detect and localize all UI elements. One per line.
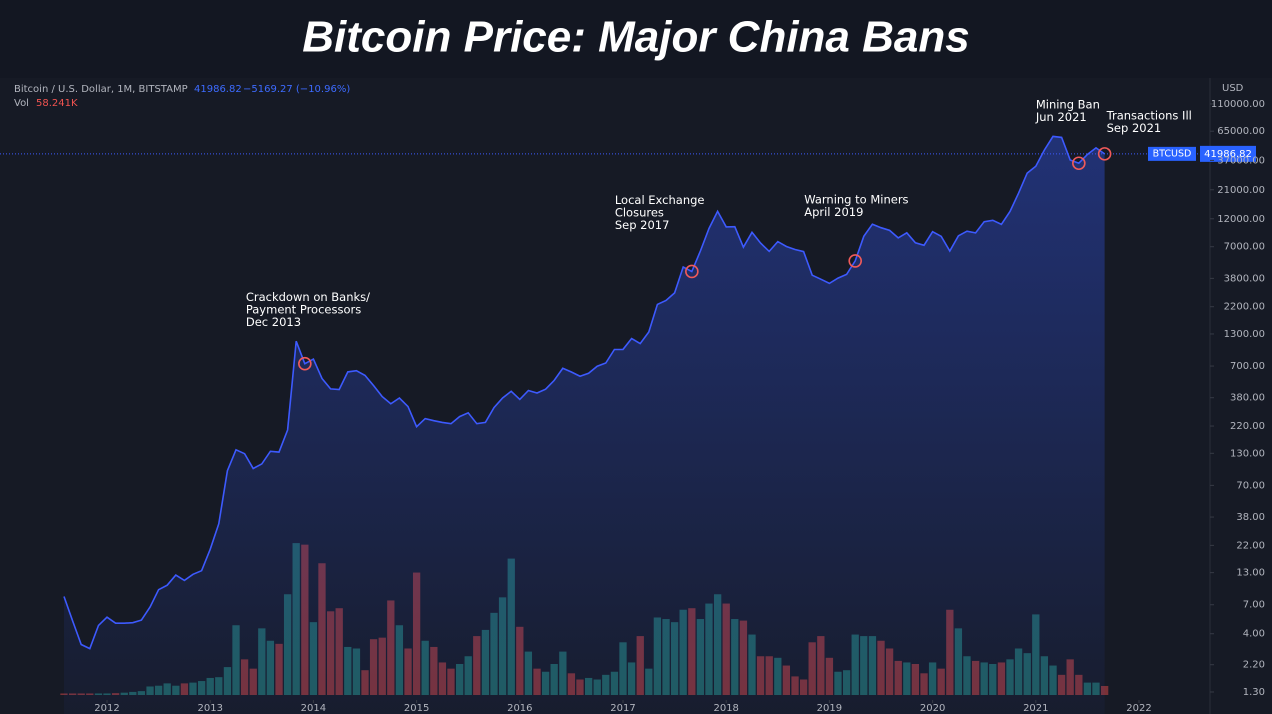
y-tick-label: 65000.00 — [1217, 126, 1265, 137]
x-tick-label: 2013 — [197, 703, 222, 714]
y-tick-label: 380.00 — [1230, 393, 1265, 404]
price-tag-value: 41986.82 — [1204, 149, 1252, 160]
annotation-text: Dec 2013 — [246, 315, 301, 329]
y-tick-label: 12000.00 — [1217, 214, 1265, 225]
price-line — [63, 135, 1106, 650]
price-area — [63, 136, 1105, 714]
price-tag-value-bg — [1200, 145, 1256, 162]
y-tick-label: 38.00 — [1236, 512, 1265, 523]
y-tick-label: 3800.00 — [1224, 273, 1265, 284]
y-tick-label: 37000.00 — [1217, 155, 1265, 166]
x-tick-label: 2017 — [610, 703, 635, 714]
y-tick-label: 1.30 — [1243, 687, 1265, 698]
annotation-text: April 2019 — [804, 205, 863, 219]
event-marker — [685, 264, 699, 279]
price-change: −5169.27 (−10.96%) — [243, 84, 350, 95]
annotation-text: Closures — [615, 205, 664, 219]
y-tick-label: 2.20 — [1243, 660, 1265, 671]
event-marker — [298, 356, 312, 371]
x-tick-label: 2015 — [404, 703, 429, 714]
x-tick-label: 2016 — [507, 703, 532, 714]
y-tick-label: 220.00 — [1230, 421, 1265, 432]
event-marker — [1097, 147, 1112, 161]
chart-title: Bitcoin Price: Major China Bans — [302, 13, 969, 62]
y-tick-label: 7000.00 — [1224, 242, 1265, 253]
y-tick-label: 21000.00 — [1217, 185, 1265, 196]
annotation-text: Payment Processors — [246, 303, 361, 317]
annotation-text: Jun 2021 — [1035, 110, 1087, 124]
event-marker — [1072, 156, 1086, 171]
last-price: 41986.82 — [194, 84, 242, 95]
y-tick-label: 1300.00 — [1224, 329, 1265, 340]
x-tick-label: 2019 — [817, 703, 842, 714]
y-tick-label: 2200.00 — [1224, 302, 1265, 313]
x-tick-label: 2022 — [1126, 703, 1151, 714]
price-layer: BTCUSD 41986.82 Crackdown on Banks/Payment… — [0, 98, 1256, 714]
y-tick-label: 4.00 — [1243, 629, 1265, 640]
x-tick-label: 2021 — [1023, 703, 1048, 714]
vol-value: 58.241K — [36, 98, 78, 109]
x-tick-label: 2014 — [301, 703, 326, 714]
x-tick-label: 2020 — [920, 703, 945, 714]
x-tick-label: 2018 — [713, 703, 738, 714]
x-tick-label: 2012 — [94, 703, 119, 714]
vol-name: Vol — [14, 98, 29, 109]
symbol-info: Bitcoin / U.S. Dollar, 1M, BITSTAMP — [14, 84, 188, 95]
currency: USD — [1222, 83, 1244, 94]
y-tick-label: 7.00 — [1243, 600, 1265, 611]
price-tag-bg — [1148, 146, 1196, 161]
y-tick-label: 70.00 — [1236, 480, 1265, 491]
annotation-text: Transactions Ill — [1106, 108, 1192, 122]
y-tick-label: 130.00 — [1230, 448, 1265, 459]
annotation-text: Mining Ban — [1036, 98, 1100, 112]
annotation-text: Local Exchange — [615, 193, 705, 207]
volume-bar — [60, 693, 68, 695]
annotation-text: Sep 2021 — [1107, 121, 1162, 135]
event-marker — [848, 254, 863, 268]
y-tick-label: 13.00 — [1236, 568, 1265, 579]
y-tick-label: 110000.00 — [1211, 99, 1265, 110]
y-tick-label: 22.00 — [1236, 540, 1265, 551]
price-tag-name: BTCUSD — [1153, 148, 1192, 159]
y-tick-label: 700.00 — [1230, 361, 1265, 372]
volume-bar — [1100, 685, 1109, 695]
annotation-text: Crackdown on Banks/ — [246, 290, 370, 304]
annotation-text: Sep 2017 — [615, 218, 670, 232]
annotation-text: Warning to Miners — [804, 192, 908, 206]
